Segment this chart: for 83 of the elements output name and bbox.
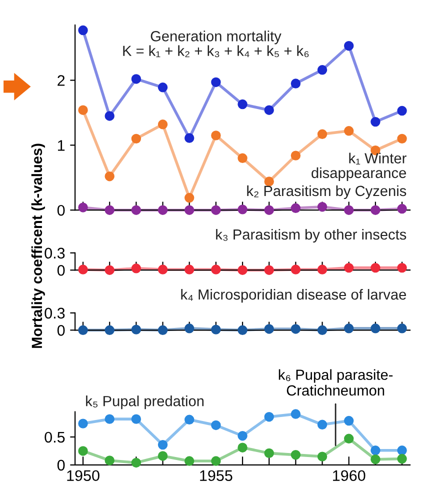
point: [238, 204, 248, 214]
x-tick-label: 1955: [200, 470, 232, 482]
point: [238, 99, 248, 110]
point: [238, 430, 248, 441]
point: [78, 418, 88, 428]
point: [344, 41, 354, 51]
point: [158, 82, 168, 92]
point: [104, 414, 114, 424]
point: [211, 77, 221, 88]
y-tick-label: 1: [58, 140, 65, 151]
series-label: Generation mortality K = k₁ + k₂ + k₃ + k₄ + k₅ + k₆: [123, 30, 309, 58]
point: [290, 78, 301, 88]
point: [131, 414, 142, 424]
series-label: k₂ Parasitism by Cyzenis: [247, 185, 406, 199]
y-tick-label: 0: [57, 264, 65, 276]
point: [397, 454, 407, 464]
point: [184, 133, 194, 143]
point: [264, 105, 274, 115]
point: [184, 192, 194, 203]
point: [264, 412, 274, 422]
point: [317, 129, 328, 139]
point: [238, 153, 248, 164]
point: [78, 25, 88, 36]
point: [397, 204, 407, 214]
point: [370, 454, 380, 464]
point: [184, 205, 194, 215]
point: [317, 202, 328, 212]
point: [158, 205, 168, 215]
point: [344, 205, 354, 215]
point: [131, 205, 142, 215]
point: [184, 414, 194, 424]
point: [317, 420, 328, 430]
x-tick-label: 1950: [67, 470, 100, 482]
point: [78, 105, 88, 115]
point: [104, 111, 114, 121]
point: [290, 450, 301, 460]
y-tick-label: 0: [57, 325, 65, 336]
point: [290, 203, 301, 213]
point: [78, 202, 88, 212]
point: [211, 420, 221, 430]
point: [317, 65, 328, 75]
point: [104, 171, 114, 182]
point: [184, 456, 194, 466]
annotation: k₆ Pupal parasite- Cratichneumon: [278, 369, 393, 396]
series-label: k₅ Pupal predation: [86, 396, 204, 410]
point: [317, 452, 328, 462]
point: [104, 205, 114, 215]
point: [370, 116, 380, 127]
y-tick-label: 2: [58, 75, 65, 86]
point: [344, 126, 354, 136]
y-tick-label: 0.5: [44, 432, 65, 443]
point: [290, 150, 301, 160]
y-axis-title: Mortality coefficent (k-values): [31, 144, 45, 348]
point: [397, 106, 407, 116]
y-tick-label: 0: [57, 204, 65, 216]
point: [211, 205, 221, 215]
point: [370, 205, 380, 215]
point: [397, 446, 407, 456]
point: [344, 434, 354, 444]
point: [397, 134, 407, 144]
point: [238, 442, 248, 452]
point: [131, 74, 142, 84]
point: [131, 134, 142, 144]
point: [158, 440, 168, 450]
point: [264, 448, 274, 458]
y-tick-label: 0.3: [44, 308, 65, 319]
point: [370, 446, 380, 456]
point: [158, 451, 168, 461]
point: [131, 458, 142, 468]
point: [290, 409, 301, 419]
y-tick-label: 0: [57, 460, 65, 471]
point: [104, 456, 114, 466]
point: [78, 446, 88, 456]
series-label: k₁ Winter disappearance: [312, 152, 406, 181]
y-tick-label: 0.3: [44, 248, 65, 259]
point: [158, 120, 168, 130]
point: [344, 416, 354, 426]
point: [211, 456, 221, 466]
point: [264, 205, 274, 215]
point: [211, 130, 221, 140]
x-tick-label: 1960: [333, 470, 366, 482]
series-label: k₄ Microsporidian disease of larvae: [181, 288, 406, 303]
series-label: k₃ Parasitism by other insects: [216, 228, 406, 243]
